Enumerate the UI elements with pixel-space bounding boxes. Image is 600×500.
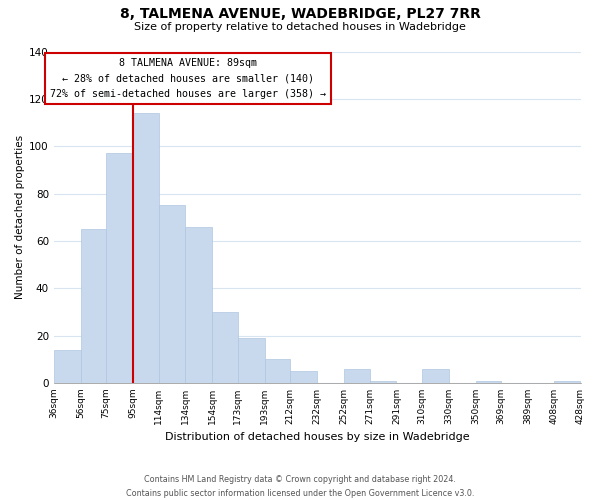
Text: 8, TALMENA AVENUE, WADEBRIDGE, PL27 7RR: 8, TALMENA AVENUE, WADEBRIDGE, PL27 7RR xyxy=(119,8,481,22)
X-axis label: Distribution of detached houses by size in Wadebridge: Distribution of detached houses by size … xyxy=(165,432,469,442)
Bar xyxy=(185,226,212,383)
Bar xyxy=(476,380,501,383)
Bar xyxy=(290,371,317,383)
Bar xyxy=(158,206,185,383)
Text: Contains HM Land Registry data © Crown copyright and database right 2024.
Contai: Contains HM Land Registry data © Crown c… xyxy=(126,476,474,498)
Y-axis label: Number of detached properties: Number of detached properties xyxy=(15,135,25,300)
Bar xyxy=(106,154,133,383)
Bar xyxy=(133,113,158,383)
Bar xyxy=(344,368,370,383)
Bar xyxy=(370,380,397,383)
Bar xyxy=(422,368,449,383)
Bar xyxy=(265,360,290,383)
Text: Size of property relative to detached houses in Wadebridge: Size of property relative to detached ho… xyxy=(134,22,466,32)
Bar xyxy=(212,312,238,383)
Text: 8 TALMENA AVENUE: 89sqm
← 28% of detached houses are smaller (140)
72% of semi-d: 8 TALMENA AVENUE: 89sqm ← 28% of detache… xyxy=(50,58,326,100)
Bar xyxy=(554,380,580,383)
Bar xyxy=(80,229,106,383)
Bar xyxy=(238,338,265,383)
Bar xyxy=(54,350,80,383)
